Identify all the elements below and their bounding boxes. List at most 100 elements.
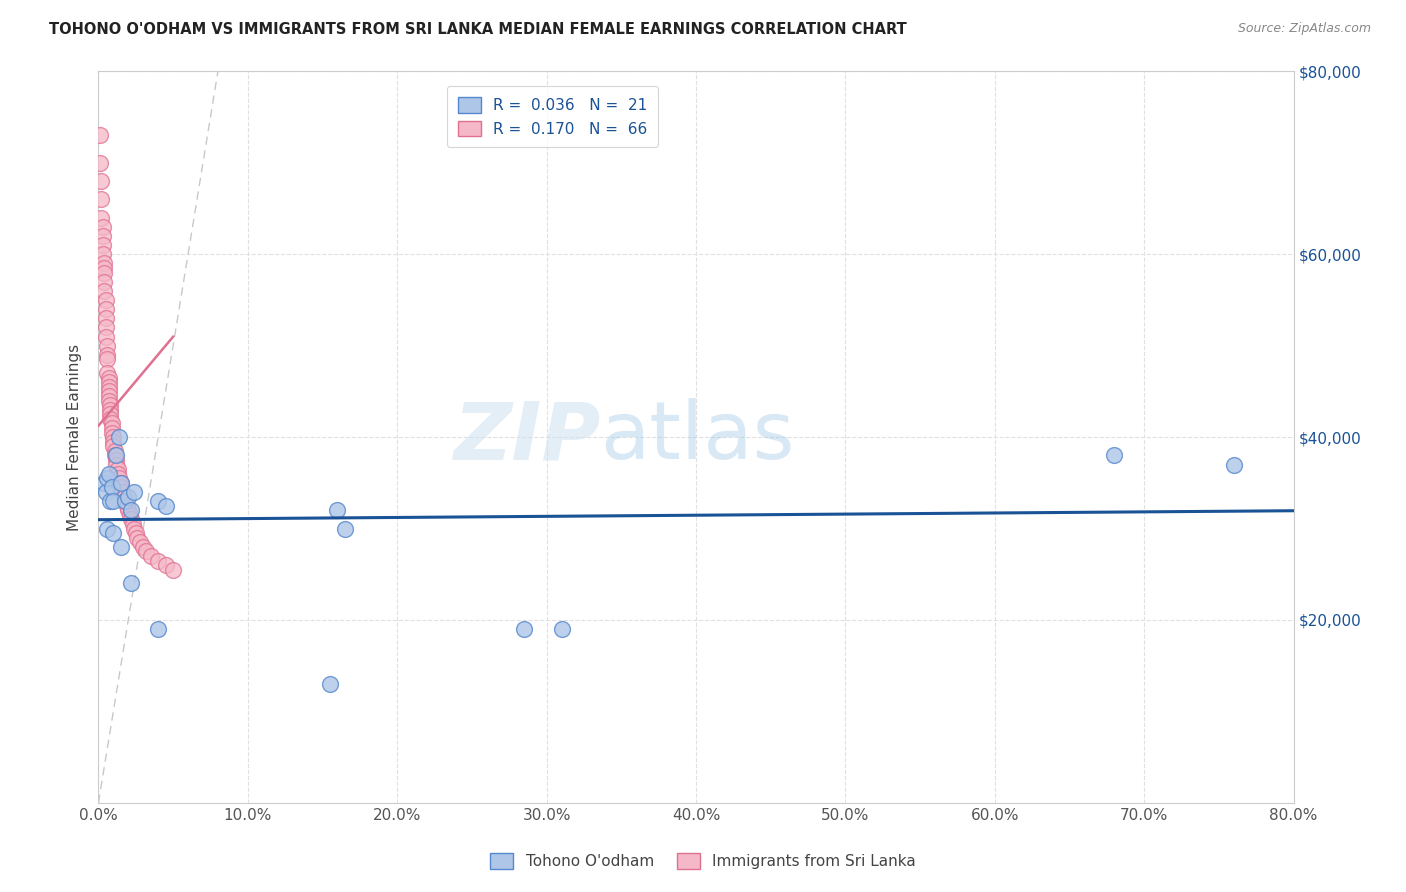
Point — [91, 228, 114, 243]
Point — [93, 256, 115, 270]
Point — [104, 443, 127, 458]
Point — [162, 563, 184, 577]
Point — [104, 448, 127, 462]
Legend: R =  0.036   N =  21, R =  0.170   N =  66: R = 0.036 N = 21, R = 0.170 N = 66 — [447, 87, 658, 147]
Point — [94, 484, 117, 499]
Point — [110, 540, 132, 554]
Point — [94, 293, 117, 307]
Point — [125, 526, 148, 541]
Point — [120, 576, 142, 591]
Point — [101, 480, 124, 494]
Text: Source: ZipAtlas.com: Source: ZipAtlas.com — [1237, 22, 1371, 36]
Point — [89, 128, 111, 143]
Point — [1104, 448, 1126, 462]
Point — [110, 480, 132, 494]
Point — [101, 417, 124, 431]
Point — [326, 503, 349, 517]
Point — [115, 499, 138, 513]
Point — [97, 375, 120, 389]
Point — [97, 389, 120, 403]
Point — [93, 284, 115, 298]
Point — [105, 458, 128, 472]
Point — [124, 484, 146, 499]
Point — [110, 475, 132, 490]
Point — [97, 393, 120, 408]
Point — [103, 430, 125, 444]
Point — [91, 238, 114, 252]
Point — [105, 448, 128, 462]
Point — [97, 384, 120, 399]
Point — [93, 275, 115, 289]
Point — [1223, 458, 1246, 472]
Point — [96, 521, 118, 535]
Point — [98, 402, 122, 417]
Point — [139, 549, 162, 563]
Point — [513, 622, 536, 636]
Point — [120, 503, 142, 517]
Point — [121, 516, 143, 531]
Point — [111, 484, 134, 499]
Point — [124, 521, 146, 535]
Point — [148, 553, 170, 567]
Point — [120, 512, 142, 526]
Point — [91, 247, 114, 261]
Point — [90, 174, 112, 188]
Point — [101, 425, 124, 440]
Point — [90, 211, 112, 225]
Point — [129, 535, 152, 549]
Point — [117, 503, 139, 517]
Point — [94, 329, 117, 343]
Point — [96, 348, 118, 362]
Point — [107, 462, 129, 476]
Y-axis label: Median Female Earnings: Median Female Earnings — [67, 343, 83, 531]
Point — [118, 508, 141, 522]
Point — [108, 471, 131, 485]
Point — [103, 439, 125, 453]
Point — [96, 338, 118, 352]
Point — [319, 677, 342, 691]
Point — [98, 494, 122, 508]
Point — [148, 494, 170, 508]
Point — [155, 499, 177, 513]
Point — [107, 467, 129, 481]
Point — [108, 430, 131, 444]
Point — [550, 622, 572, 636]
Point — [93, 475, 115, 490]
Point — [96, 352, 118, 367]
Point — [155, 558, 177, 573]
Point — [97, 467, 120, 481]
Point — [112, 490, 135, 504]
Point — [89, 155, 111, 169]
Point — [103, 494, 125, 508]
Point — [117, 490, 139, 504]
Point — [101, 421, 124, 435]
Point — [114, 494, 136, 508]
Text: TOHONO O'ODHAM VS IMMIGRANTS FROM SRI LANKA MEDIAN FEMALE EARNINGS CORRELATION C: TOHONO O'ODHAM VS IMMIGRANTS FROM SRI LA… — [49, 22, 907, 37]
Point — [96, 471, 118, 485]
Point — [148, 622, 170, 636]
Point — [97, 370, 120, 384]
Legend: Tohono O'odham, Immigrants from Sri Lanka: Tohono O'odham, Immigrants from Sri Lank… — [484, 847, 922, 875]
Point — [98, 411, 122, 425]
Point — [105, 453, 128, 467]
Point — [98, 398, 122, 412]
Point — [94, 320, 117, 334]
Point — [93, 266, 115, 280]
Point — [93, 260, 115, 275]
Point — [94, 301, 117, 317]
Point — [135, 544, 157, 558]
Point — [90, 192, 112, 206]
Point — [98, 407, 122, 421]
Text: ZIP: ZIP — [453, 398, 600, 476]
Point — [94, 311, 117, 326]
Point — [127, 531, 149, 545]
Point — [97, 380, 120, 394]
Point — [333, 521, 356, 535]
Point — [96, 366, 118, 380]
Point — [103, 526, 125, 541]
Point — [114, 494, 136, 508]
Text: atlas: atlas — [600, 398, 794, 476]
Point — [91, 219, 114, 234]
Point — [103, 434, 125, 449]
Point — [110, 475, 132, 490]
